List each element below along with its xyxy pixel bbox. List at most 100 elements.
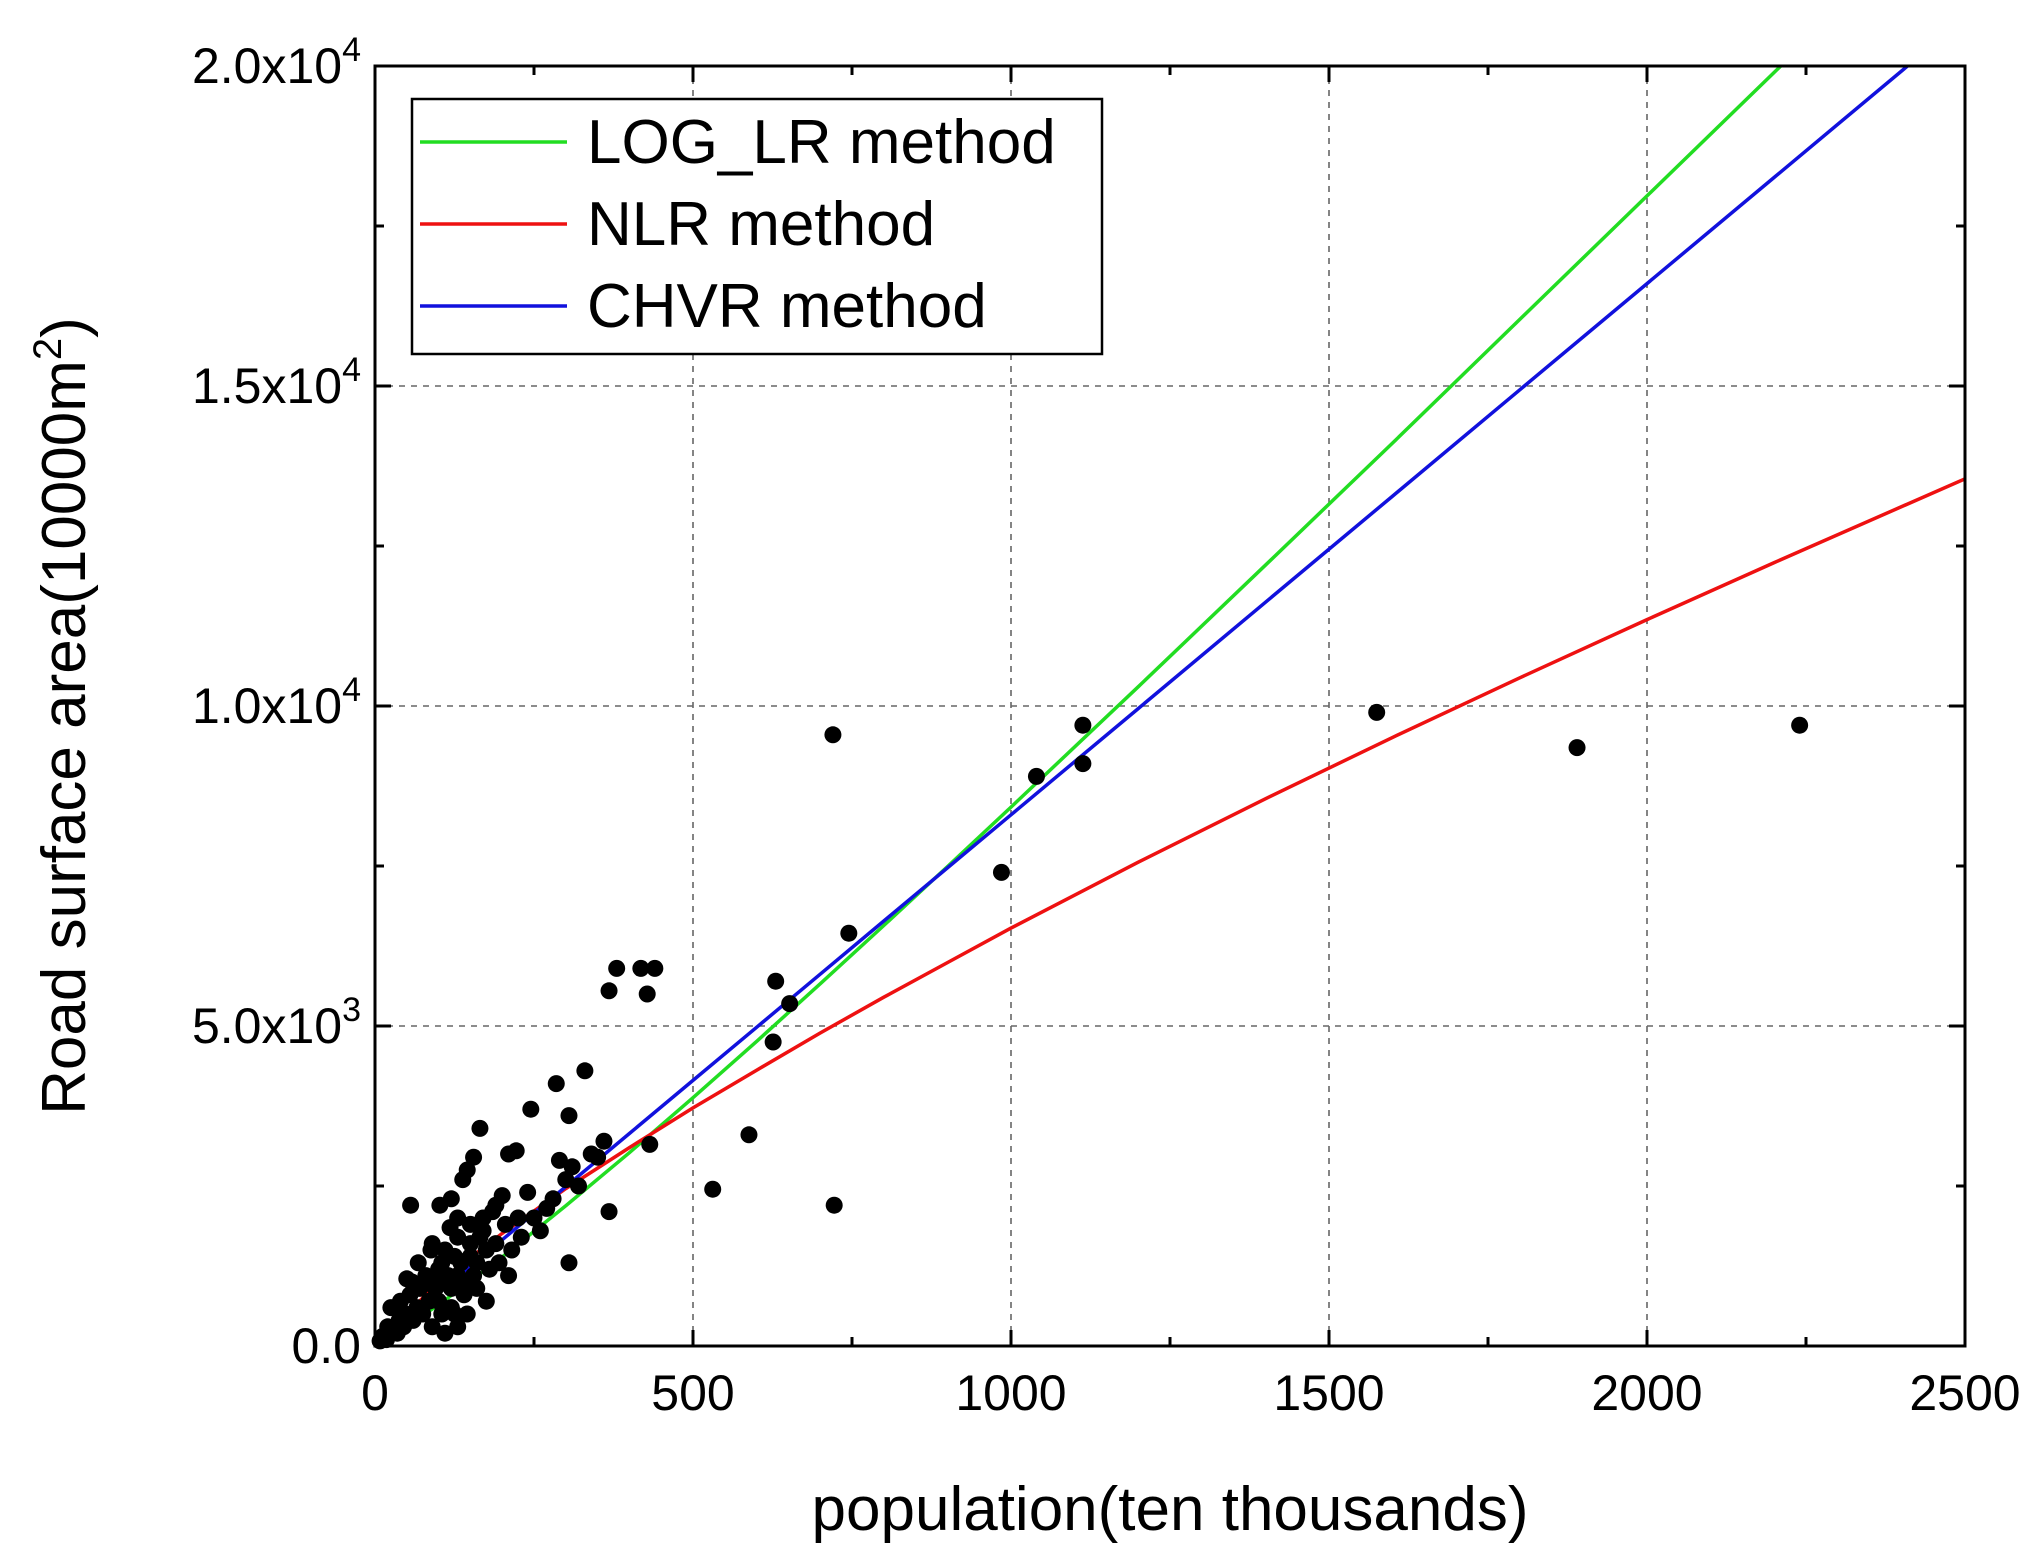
legend-label: CHVR method (587, 272, 987, 341)
data-point (423, 1318, 441, 1336)
data-point (1027, 767, 1045, 785)
y-tick-label: 5.0x103 (192, 991, 361, 1054)
data-point (525, 1209, 543, 1227)
legend-item-chvr-method: CHVR method (420, 272, 987, 341)
data-point (430, 1292, 448, 1310)
y-tick-exponent: 4 (342, 31, 361, 69)
data-point (544, 1190, 562, 1208)
data-point (455, 1286, 473, 1304)
data-point (563, 1158, 581, 1176)
data-point (401, 1286, 419, 1304)
data-point (500, 1145, 518, 1163)
y-tick-exponent: 3 (342, 991, 361, 1029)
grid-lines (375, 66, 1965, 1346)
data-point (461, 1235, 479, 1253)
data-point (490, 1254, 508, 1272)
data-point (557, 1171, 575, 1189)
y-tick-exponent: 4 (342, 671, 361, 709)
legend-label: LOG_LR method (587, 108, 1056, 177)
y-axis-title-superscript: 2 (26, 338, 70, 360)
legend-item-log-lr-method: LOG_LR method (420, 108, 1056, 177)
axis-ticks (373, 64, 1967, 1348)
y-tick-mantissa: 5.0x10 (192, 998, 342, 1054)
y-tick-mantissa: 1.5x10 (192, 358, 342, 414)
x-tick-label: 2500 (1909, 1365, 2020, 1421)
data-point (439, 1267, 457, 1285)
data-point (576, 1062, 594, 1080)
x-tick-label: 2000 (1591, 1365, 1702, 1421)
data-point (1791, 716, 1809, 734)
x-tick-labels: 0 500 1000 1500 2000 2500 (361, 1365, 2021, 1421)
data-point (416, 1273, 434, 1291)
data-point (402, 1196, 420, 1214)
data-point (500, 1267, 518, 1285)
y-tick-label: 1.0x104 (192, 671, 361, 734)
data-point (474, 1209, 492, 1227)
data-point (560, 1107, 578, 1125)
data-point (509, 1209, 527, 1227)
y-tick-label: 1.5x104 (192, 351, 361, 414)
data-point (824, 726, 842, 744)
y-axis-title: Road surface area(10000m2) (26, 317, 99, 1115)
legend-item-nlr-method: NLR method (420, 190, 935, 259)
data-point (468, 1279, 486, 1297)
data-point (632, 959, 650, 977)
scatter-points (371, 703, 1809, 1350)
x-tick-label: 0 (361, 1365, 389, 1421)
data-point (487, 1196, 505, 1214)
data-point (992, 863, 1010, 881)
data-point (825, 1196, 843, 1214)
data-point (433, 1305, 451, 1323)
y-tick-exponent: 4 (342, 351, 361, 389)
y-axis-title-end: ) (30, 317, 99, 338)
data-point (547, 1075, 565, 1093)
data-point (446, 1247, 463, 1265)
data-point (767, 972, 785, 990)
data-point (503, 1241, 521, 1259)
data-point (840, 924, 858, 942)
data-point (522, 1100, 540, 1118)
y-tick-label: 2.0x104 (192, 31, 361, 94)
data-point (704, 1180, 722, 1198)
data-point (436, 1324, 454, 1342)
data-point (570, 1177, 588, 1195)
data-point (641, 1135, 659, 1153)
data-point (382, 1299, 400, 1317)
data-point (465, 1148, 483, 1166)
data-point (477, 1241, 495, 1259)
data-point (600, 982, 618, 1000)
data-point (519, 1183, 537, 1201)
legend: LOG_LR method NLR method CHVR method (410, 97, 1104, 356)
y-tick-mantissa: 2.0x10 (192, 38, 342, 94)
data-point (471, 1119, 489, 1137)
y-tick-mantissa: 0.0 (291, 1318, 361, 1374)
data-point (582, 1145, 600, 1163)
data-point (477, 1292, 495, 1310)
data-point (1074, 716, 1092, 734)
data-point (595, 1132, 613, 1150)
data-point (608, 959, 626, 977)
data-point (433, 1254, 451, 1272)
x-tick-label: 500 (651, 1365, 734, 1421)
data-point (449, 1228, 467, 1246)
y-axis-title-main: Road surface area(10000m (30, 360, 99, 1115)
legend-label: NLR method (587, 190, 935, 259)
y-tick-mantissa: 1.0x10 (192, 678, 342, 734)
data-point (600, 1203, 618, 1221)
x-axis-title: population(ten thousands) (812, 1475, 1529, 1544)
data-point (431, 1196, 449, 1214)
data-point (423, 1235, 441, 1253)
data-point (531, 1222, 549, 1240)
data-point (1568, 739, 1586, 757)
data-point (409, 1254, 427, 1272)
data-point (512, 1228, 530, 1246)
x-tick-label: 1000 (955, 1365, 1066, 1421)
data-point (455, 1273, 473, 1291)
data-point (496, 1215, 514, 1233)
data-point (1074, 755, 1092, 773)
x-tick-label: 1500 (1273, 1365, 1384, 1421)
data-point (560, 1254, 578, 1272)
data-point (550, 1151, 568, 1169)
